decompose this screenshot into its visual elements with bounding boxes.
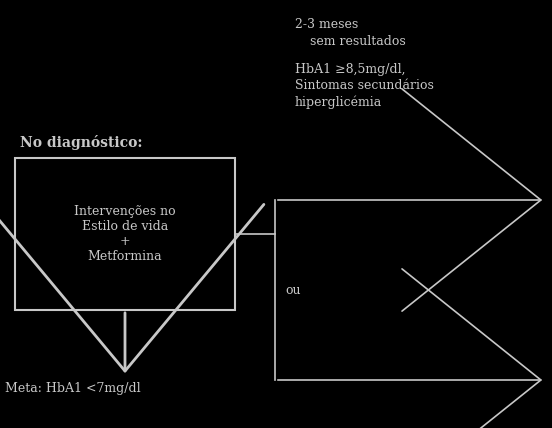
Text: HbA1 ≥8,5mg/dl,: HbA1 ≥8,5mg/dl, <box>295 63 406 76</box>
Text: 2-3 meses: 2-3 meses <box>295 18 358 31</box>
FancyBboxPatch shape <box>15 158 235 310</box>
Text: Intervenções no
Estilo de vida
+
Metformina: Intervenções no Estilo de vida + Metform… <box>74 205 176 263</box>
Text: ou: ou <box>285 283 300 297</box>
Text: Sintomas secundários: Sintomas secundários <box>295 79 434 92</box>
Text: hiperglicémia: hiperglicémia <box>295 95 382 109</box>
Text: No diagnóstico:: No diagnóstico: <box>20 135 142 150</box>
Text: sem resultados: sem resultados <box>310 35 406 48</box>
Text: Meta: HbA1 <7mg/dl: Meta: HbA1 <7mg/dl <box>5 382 141 395</box>
